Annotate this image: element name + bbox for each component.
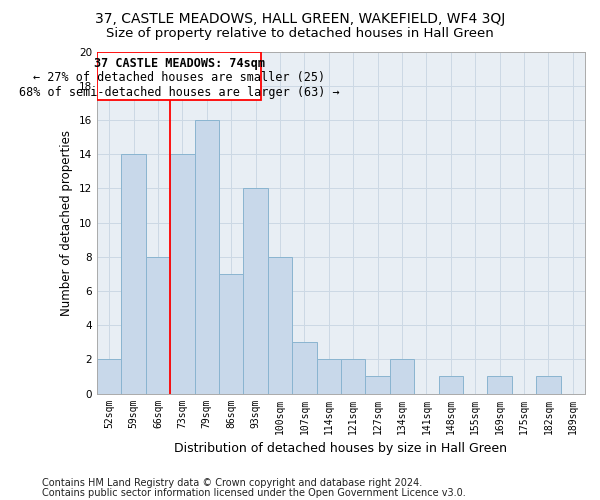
Bar [487,376,512,394]
Bar [292,342,317,394]
Bar [244,188,268,394]
Text: Size of property relative to detached houses in Hall Green: Size of property relative to detached ho… [106,28,494,40]
Bar [170,154,194,394]
Y-axis label: Number of detached properties: Number of detached properties [60,130,73,316]
Text: 37 CASTLE MEADOWS: 74sqm: 37 CASTLE MEADOWS: 74sqm [94,56,265,70]
Bar [97,52,261,100]
Bar [365,376,390,394]
Bar [536,376,560,394]
Text: Contains HM Land Registry data © Crown copyright and database right 2024.: Contains HM Land Registry data © Crown c… [42,478,422,488]
Bar [146,256,170,394]
Text: Contains public sector information licensed under the Open Government Licence v3: Contains public sector information licen… [42,488,466,498]
Bar [97,360,121,394]
Text: ← 27% of detached houses are smaller (25): ← 27% of detached houses are smaller (25… [33,71,325,84]
Bar [194,120,219,394]
Bar [341,360,365,394]
Text: 37, CASTLE MEADOWS, HALL GREEN, WAKEFIELD, WF4 3QJ: 37, CASTLE MEADOWS, HALL GREEN, WAKEFIEL… [95,12,505,26]
Bar [317,360,341,394]
X-axis label: Distribution of detached houses by size in Hall Green: Distribution of detached houses by size … [175,442,508,455]
Text: 68% of semi-detached houses are larger (63) →: 68% of semi-detached houses are larger (… [19,86,340,98]
Bar [219,274,244,394]
Bar [121,154,146,394]
Bar [390,360,414,394]
Bar [439,376,463,394]
Bar [268,256,292,394]
